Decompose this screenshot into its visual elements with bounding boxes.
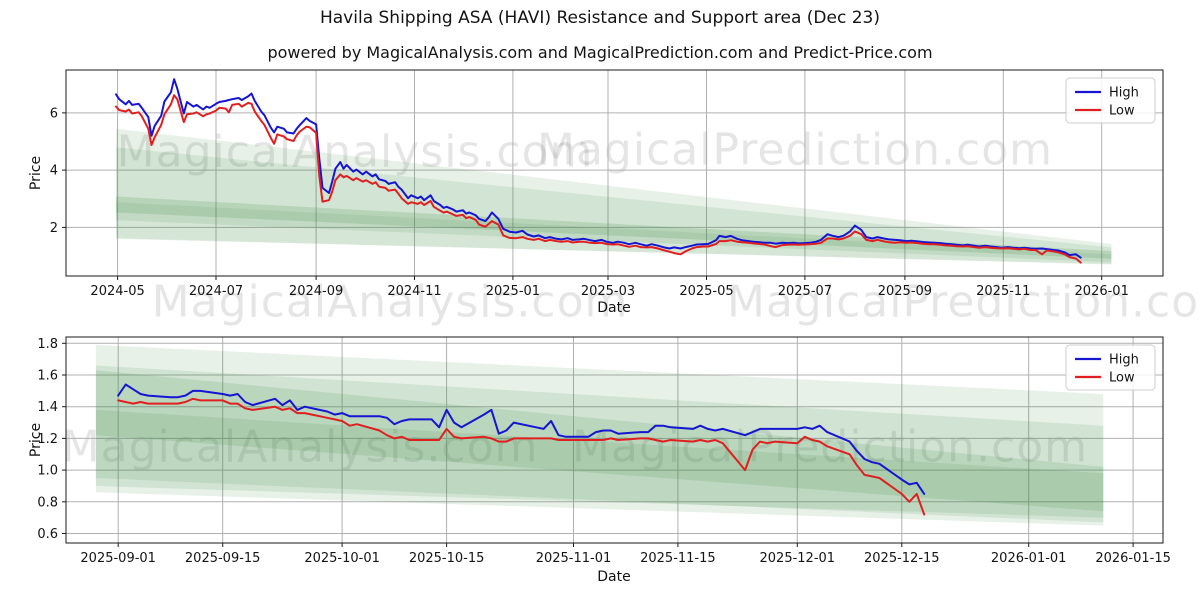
x-tick-label: 2024-11 (387, 284, 441, 299)
chart-subtitle: powered by MagicalAnalysis.com and Magic… (267, 43, 933, 62)
y-tick-label: 1.4 (37, 400, 58, 415)
bottom-xlabel: Date (597, 569, 631, 585)
x-tick-label: 2024-07 (189, 284, 243, 299)
legend-label-high: High (1109, 86, 1139, 101)
y-tick-label: 0.6 (37, 527, 58, 542)
x-tick-label: 2025-11-15 (640, 551, 716, 566)
top-xlabel: Date (597, 300, 631, 316)
band (95, 409, 1104, 518)
legend-box (1065, 77, 1156, 124)
y-tick-label: 4 (50, 164, 58, 179)
x-tick-label: 2025-11-01 (536, 551, 612, 566)
x-tick-label: 2025-03 (581, 284, 635, 299)
watermark-text: MagicalPrediction.com (537, 124, 1053, 176)
legend-label-low: Low (1109, 371, 1135, 386)
plot-border (65, 336, 1164, 544)
bottom-ylabel: Price (28, 422, 44, 458)
x-tick-label: 2026-01 (1075, 284, 1129, 299)
y-tick-label: 1.0 (37, 464, 58, 479)
x-tick-label: 2025-10-01 (304, 551, 380, 566)
x-tick-label: 2025-10-15 (409, 551, 485, 566)
support-resistance-bands (95, 344, 1104, 526)
x-tick-label: 2025-09-15 (185, 551, 261, 566)
subplot-0: 2024-05 2024-07 2024-09 2024-11 2025-01 2025-… (50, 69, 1164, 299)
x-tick-label: 2025-09 (878, 284, 932, 299)
x-tick-label: 2025-01 (486, 284, 540, 299)
watermark-text: MagicalPrediction.com (727, 276, 1200, 328)
subplot-1: 2025-09-01 2025-09-15 2025-10-01 2025-10-15… (37, 336, 1171, 566)
band (116, 147, 1112, 263)
page-title: Havila Shipping ASA (HAVI) Resistance an… (319, 8, 880, 28)
y-tick-label: 0.8 (37, 495, 58, 510)
high-line (115, 78, 1082, 259)
x-tick-label: 2025-11 (976, 284, 1030, 299)
x-tick-label: 2026-01-01 (991, 551, 1067, 566)
top-ylabel: Price (28, 155, 44, 191)
legend-label-low: Low (1109, 104, 1135, 119)
y-tick-label: 6 (50, 106, 58, 121)
y-tick-label: 1.2 (37, 432, 58, 447)
x-tick-label: 2025-12-15 (864, 551, 940, 566)
legend: High Low (1065, 77, 1156, 124)
plot-border (65, 69, 1164, 277)
watermark-text: MagicalAnalysis.com (61, 421, 539, 473)
band (95, 365, 1104, 523)
legend-box (1065, 344, 1156, 391)
x-tick-label: 2025-05 (679, 284, 733, 299)
x-tick-label: 2025-07 (778, 284, 832, 299)
tick-labels: 2025-09-01 2025-09-15 2025-10-01 2025-10-15… (37, 337, 1171, 566)
x-tick-label: 2024-05 (90, 284, 144, 299)
watermark-text: MagicalAnalysis.com (151, 276, 629, 328)
band (116, 202, 1112, 265)
low-line (115, 94, 1082, 264)
y-tick-label: 2 (50, 221, 58, 236)
band (95, 344, 1104, 526)
high-line (117, 383, 926, 495)
legend-label-high: High (1109, 353, 1139, 368)
tick-labels: 2024-05 2024-07 2024-09 2024-11 2025-01 2025-… (50, 106, 1129, 299)
y-tick-label: 1.8 (37, 337, 58, 352)
x-tick-label: 2025-09-01 (80, 551, 156, 566)
y-tick-label: 1.6 (37, 369, 58, 384)
low-line (117, 397, 926, 516)
x-tick-label: 2024-09 (289, 284, 343, 299)
legend: High Low (1065, 344, 1156, 391)
x-tick-label: 2025-12-01 (760, 551, 836, 566)
band (116, 196, 1112, 259)
x-tick-label: 2026-01-15 (1095, 551, 1171, 566)
